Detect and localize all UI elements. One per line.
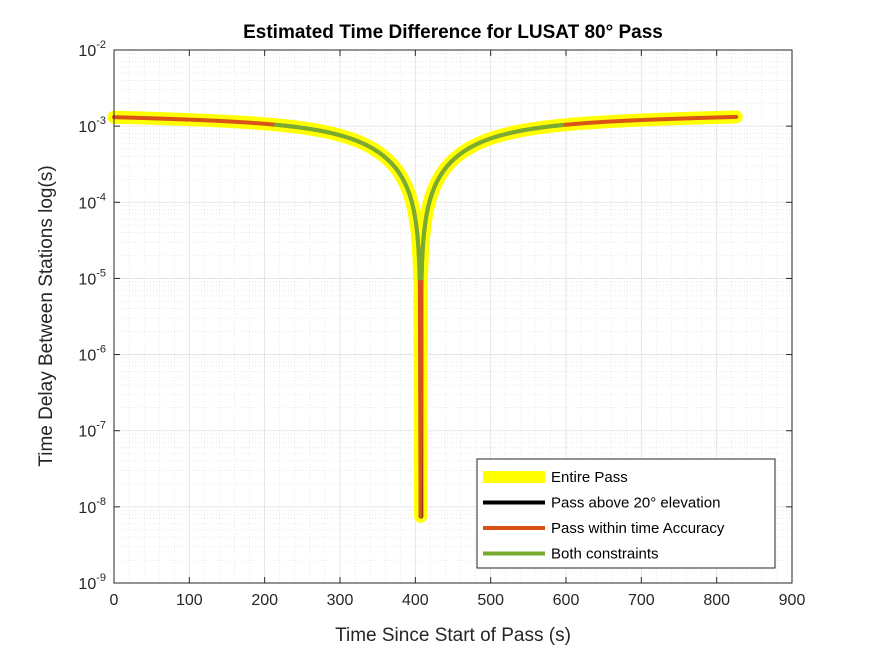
legend: Entire Pass Pass above 20° elevation Pass … xyxy=(476,458,776,569)
x-tick-label: 100 xyxy=(176,592,203,609)
x-tick-label: 800 xyxy=(703,592,730,609)
x-tick-label: 700 xyxy=(628,592,655,609)
legend-label-2: Pass above 20° elevation xyxy=(551,495,720,512)
axes-box xyxy=(113,49,793,584)
chart-title: Estimated Time Difference for LUSAT 80° … xyxy=(243,22,663,43)
y-tick-label: 10-4 xyxy=(78,191,106,212)
y-tick-label: 10-5 xyxy=(78,267,106,288)
y-tick-label: 10-7 xyxy=(78,420,106,441)
x-tick-labels: 0 100 200 300 400 500 600 700 800 900 xyxy=(110,592,806,609)
y-tick-label: 10-9 xyxy=(78,572,106,593)
series-layer xyxy=(107,110,743,523)
legend-label-3: Pass within time Accuracy xyxy=(551,520,725,537)
x-tick-label: 900 xyxy=(779,592,806,609)
y-axis-label: Time Delay Between Stations log(s) xyxy=(36,165,57,466)
y-tick-labels: 10-9 10-8 10-7 10-6 10-5 10-4 10-3 10-2 xyxy=(78,39,106,593)
y-tick-label: 10-8 xyxy=(78,496,106,517)
plot-area: 0 100 200 300 400 500 600 700 800 900 10-910-810-… xyxy=(78,39,805,609)
legend-label-1: Entire Pass xyxy=(551,469,628,486)
x-tick-label: 400 xyxy=(402,592,429,609)
x-tick-label: 500 xyxy=(477,592,504,609)
y-tick-label: 10-2 xyxy=(78,39,106,60)
y-tick-label: 10-6 xyxy=(78,344,106,365)
x-tick-label: 200 xyxy=(251,592,278,609)
x-tick-label: 300 xyxy=(327,592,354,609)
series-line-4 xyxy=(273,122,565,281)
y-tick-label: 10-3 xyxy=(78,115,106,136)
legend-label-4: Both constraints xyxy=(551,546,659,563)
x-axis-label: Time Since Start of Pass (s) xyxy=(335,625,571,646)
x-tick-label: 0 xyxy=(110,592,119,609)
x-tick-label: 600 xyxy=(553,592,580,609)
tick-marks xyxy=(113,49,793,584)
